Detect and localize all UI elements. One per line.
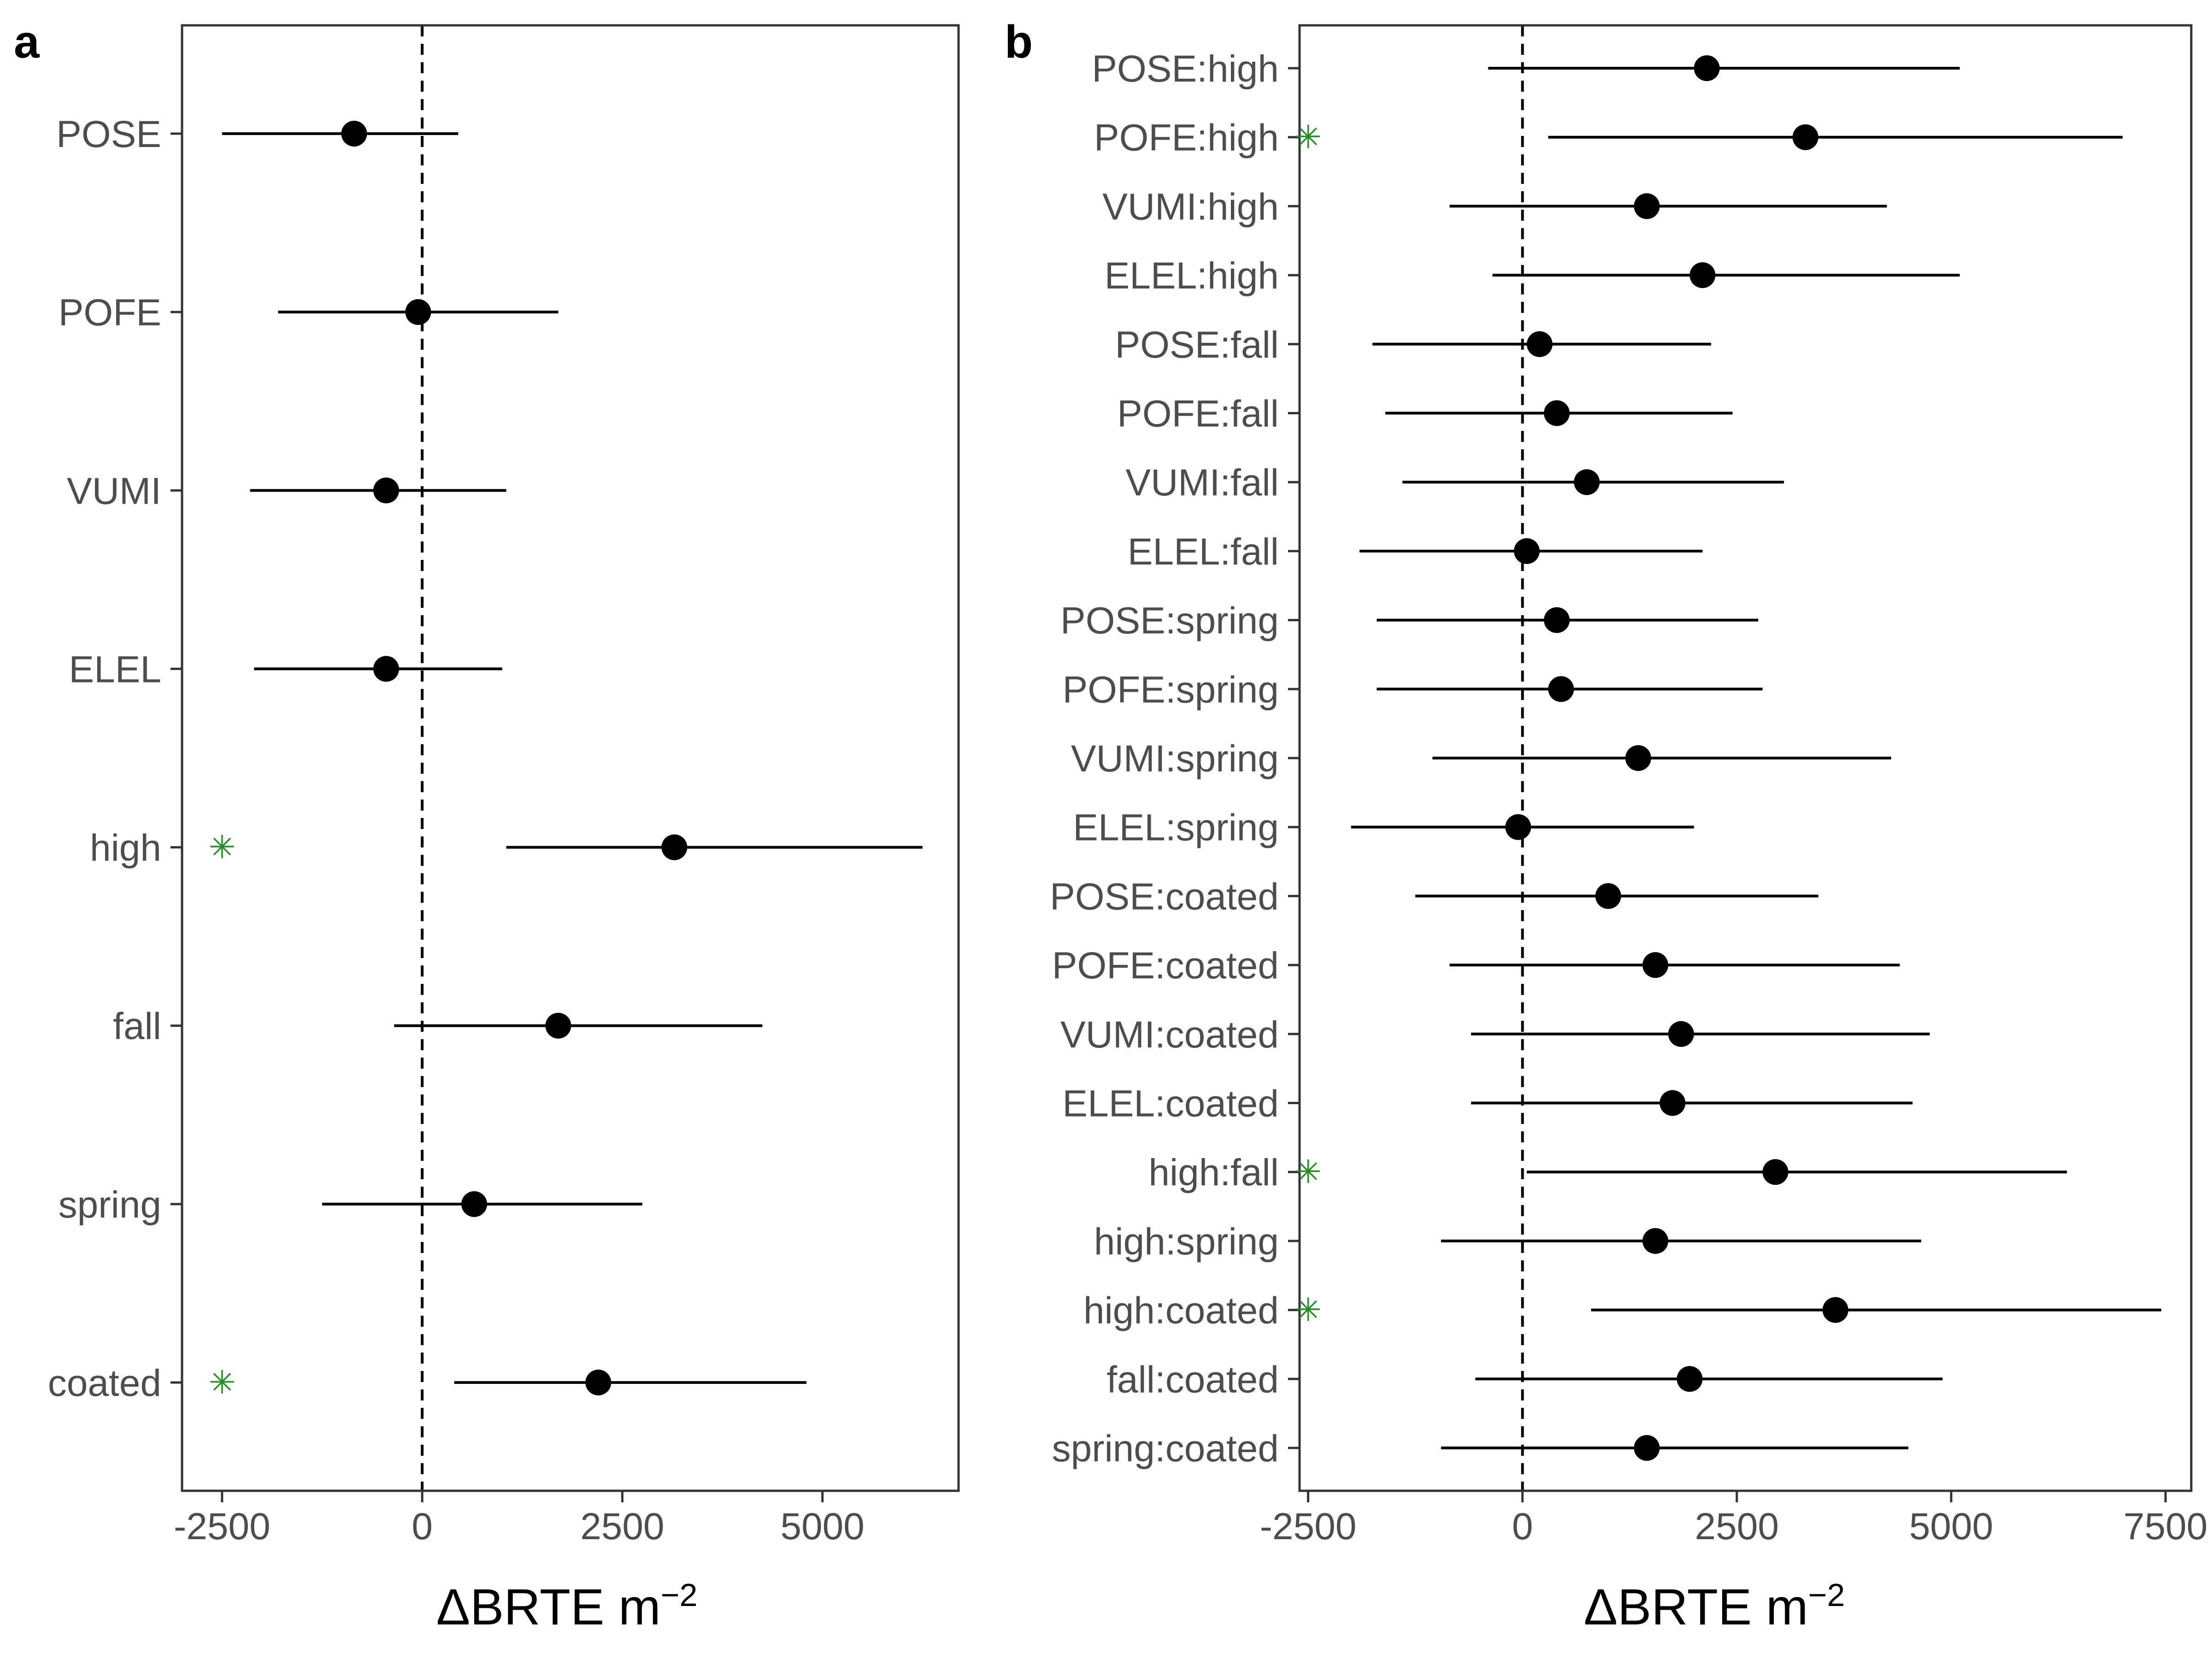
panel-b: b ΔBRTE m−2 -2500 0 2500 5000 7500 POSE:high P… (1005, 16, 2207, 1635)
panel-b-significance-marker: ✳ (1294, 1153, 1322, 1191)
panel-a-estimate-point-fall (545, 1012, 571, 1039)
panel-b-x-tick-label: 5000 (1909, 1506, 1993, 1547)
panel-b-y-tick-label: fall:coated (1106, 1359, 1279, 1400)
panel-a-x-tick-label: 0 (412, 1506, 433, 1547)
panel-b-x-axis-title: ΔBRTE m−2 (1584, 1577, 1845, 1635)
panel-b-estimate-point-VUMI:fall (1574, 469, 1600, 495)
panel-a: a ΔBRTE m−2 -2500 0 2500 5000 POSE POFE VUMI EL… (14, 16, 960, 1635)
panel-b-estimate-point-high:fall (1762, 1159, 1788, 1185)
panel-b-y-tick-label: POSE:high (1092, 48, 1279, 90)
panel-a-estimate-point-VUMI (373, 477, 399, 504)
panel-a-estimate-point-ELEL (373, 656, 399, 682)
panel-a-label: a (14, 16, 40, 68)
panel-b-y-tick-label: ELEL:spring (1073, 807, 1279, 849)
panel-b-y-tick-label: VUMI:spring (1071, 738, 1279, 780)
panel-a-x-tick-label: 2500 (580, 1506, 664, 1547)
panel-b-y-tick-label: ELEL:fall (1128, 531, 1279, 573)
panel-a-y-tick-label: POSE (56, 113, 161, 155)
panel-b-estimate-point-VUMI:coated (1668, 1021, 1694, 1047)
panel-b-significance-marker: ✳ (1294, 118, 1322, 156)
panel-a-y-tick-label: spring (59, 1184, 161, 1226)
panel-b-y-tick-label: POFE:fall (1117, 393, 1279, 435)
panel-a-y-tick-label: POFE (59, 292, 161, 334)
panel-b-estimate-point-POFE:coated (1642, 952, 1669, 978)
panel-b-x-tick-label: 2500 (1695, 1506, 1779, 1547)
panel-b-estimate-point-high:coated (1822, 1297, 1848, 1323)
panel-a-estimate-point-POFE (405, 299, 431, 325)
panel-b-estimate-point-ELEL:high (1689, 262, 1716, 288)
panel-a-y-tick-label: high (90, 827, 161, 869)
panel-a-y-tick-label: coated (48, 1362, 161, 1404)
panel-b-y-tick-label: ELEL:high (1105, 255, 1279, 297)
panel-b-y-tick-label: POFE:high (1094, 117, 1279, 159)
panel-a-y-tick-label: ELEL (69, 648, 161, 690)
panel-b-y-tick-label: POSE:spring (1060, 600, 1279, 642)
panel-b-y-tick-label: spring:coated (1052, 1428, 1279, 1470)
panel-b-y-tick-label: POSE:coated (1050, 876, 1279, 918)
panel-b-x-tick-label: 7500 (2124, 1506, 2207, 1547)
panel-b-estimate-point-POFE:spring (1548, 676, 1574, 702)
panel-b-y-tick-label: VUMI:fall (1125, 462, 1279, 504)
panel-b-estimate-point-VUMI:spring (1625, 745, 1651, 771)
panel-b-x-tick-label: 0 (1512, 1506, 1533, 1547)
panel-b-estimate-point-POFE:high (1792, 124, 1818, 150)
panel-a-estimate-point-POSE (341, 121, 367, 147)
panel-b-estimate-point-fall:coated (1677, 1366, 1703, 1392)
panel-a-x-axis-title: ΔBRTE m−2 (436, 1577, 698, 1635)
panel-b-estimate-point-ELEL:fall (1514, 538, 1540, 564)
panel-a-y-tick-label: VUMI (67, 470, 161, 512)
panel-b-y-tick-label: VUMI:high (1102, 186, 1279, 228)
panel-b-y-tick-label: POFE:coated (1052, 945, 1279, 987)
panel-b-estimate-point-POSE:fall (1526, 331, 1553, 357)
panel-b-estimate-point-high:spring (1642, 1228, 1669, 1254)
panel-a-x-tick-label: 5000 (780, 1506, 864, 1547)
panel-a-estimate-point-coated (585, 1370, 612, 1395)
panel-a-significance-marker: ✳ (209, 1364, 236, 1401)
panel-b-y-tick-label: high:spring (1094, 1221, 1279, 1263)
panel-b-estimate-point-ELEL:coated (1659, 1090, 1686, 1116)
panel-b-estimate-point-VUMI:high (1634, 193, 1660, 219)
panel-b-label: b (1005, 16, 1033, 68)
panel-a-plot-frame (181, 24, 960, 1492)
panel-a-y-tick-label: fall (113, 1006, 161, 1047)
panel-b-y-tick-label: POSE:fall (1115, 324, 1279, 366)
panel-b-estimate-point-POSE:spring (1544, 607, 1570, 633)
panel-a-significance-marker: ✳ (209, 829, 236, 866)
panel-b-estimate-point-spring:coated (1634, 1435, 1660, 1461)
panel-b-estimate-point-ELEL:spring (1505, 814, 1531, 840)
panel-b-significance-marker: ✳ (1294, 1291, 1322, 1329)
panel-b-estimate-point-POFE:fall (1544, 400, 1570, 426)
panel-a-x-tick-label: -2500 (174, 1506, 271, 1547)
panel-a-estimate-point-high (661, 834, 688, 860)
panel-a-estimate-point-spring (461, 1191, 488, 1217)
panel-b-y-tick-label: VUMI:coated (1060, 1014, 1279, 1056)
panel-b-x-tick-label: -2500 (1260, 1506, 1357, 1547)
panel-b-y-tick-label: high:fall (1148, 1152, 1279, 1194)
panel-b-estimate-point-POSE:coated (1595, 883, 1621, 909)
panel-b-y-tick-label: high:coated (1083, 1290, 1279, 1332)
panel-b-y-tick-label: ELEL:coated (1062, 1083, 1279, 1125)
panel-b-y-tick-label: POFE:spring (1063, 669, 1279, 711)
panel-b-estimate-point-POSE:high (1694, 55, 1720, 81)
